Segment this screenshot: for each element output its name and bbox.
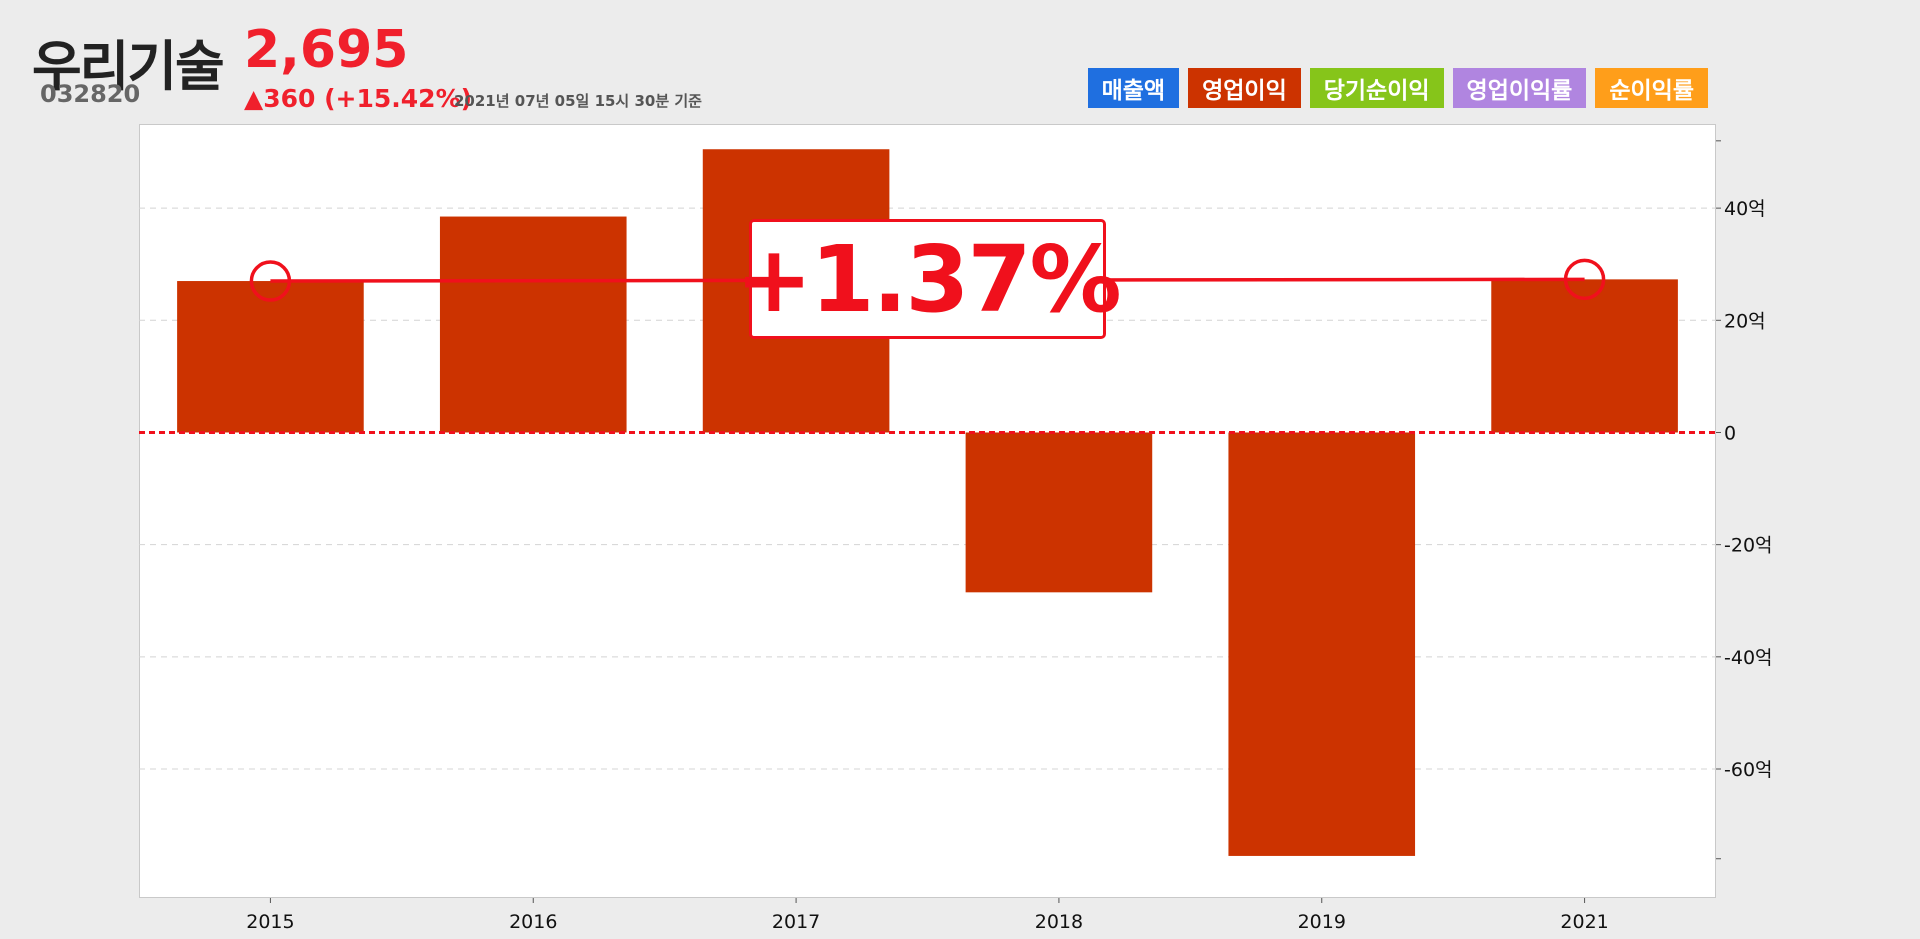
x-tick-label: 2016 bbox=[509, 911, 557, 933]
y-tick-label: -20억 bbox=[1724, 535, 1773, 557]
bar-2021 bbox=[1491, 279, 1678, 433]
tab-operating-profit[interactable]: 영업이익 bbox=[1188, 68, 1301, 108]
y-tick-label: -40억 bbox=[1724, 647, 1773, 669]
y-tick-label: -60억 bbox=[1724, 759, 1773, 781]
y-tick-label: 40억 bbox=[1724, 198, 1766, 220]
metric-tabs: 매출액 영업이익 당기순이익 영업이익률 순이익률 bbox=[1087, 68, 1708, 108]
tab-net-income[interactable]: 당기순이익 bbox=[1309, 68, 1444, 108]
y-tick-label: 0 bbox=[1724, 422, 1736, 444]
x-tick-label: 2017 bbox=[772, 911, 820, 933]
tab-revenue[interactable]: 매출액 bbox=[1087, 68, 1180, 108]
x-tick-label: 2018 bbox=[1035, 911, 1083, 933]
bar-2018 bbox=[965, 432, 1153, 593]
current-price: 2,695 bbox=[244, 20, 409, 80]
tab-net-margin[interactable]: 순이익률 bbox=[1595, 68, 1708, 108]
x-tick-label: 2019 bbox=[1298, 911, 1346, 933]
x-tick-label: 2015 bbox=[246, 911, 294, 933]
x-tick-label: 2021 bbox=[1560, 911, 1608, 933]
growth-rate-badge: +1.37% bbox=[735, 219, 1122, 339]
stock-code: 032820 bbox=[40, 80, 141, 108]
as-of-timestamp: 2021년 07년 05일 15시 30분 기준 bbox=[454, 92, 702, 110]
bar-2015 bbox=[177, 281, 364, 433]
company-name: 우리기술 bbox=[32, 35, 225, 98]
y-tick-label: 20억 bbox=[1724, 310, 1766, 332]
tab-operating-margin[interactable]: 영업이익률 bbox=[1452, 68, 1587, 108]
price-change: ▲360 (+15.42%) bbox=[244, 84, 473, 113]
trend-end-marker bbox=[1563, 258, 1606, 301]
bar-2019 bbox=[1228, 432, 1416, 856]
trend-start-marker bbox=[249, 260, 292, 302]
bar-2016 bbox=[439, 216, 627, 433]
